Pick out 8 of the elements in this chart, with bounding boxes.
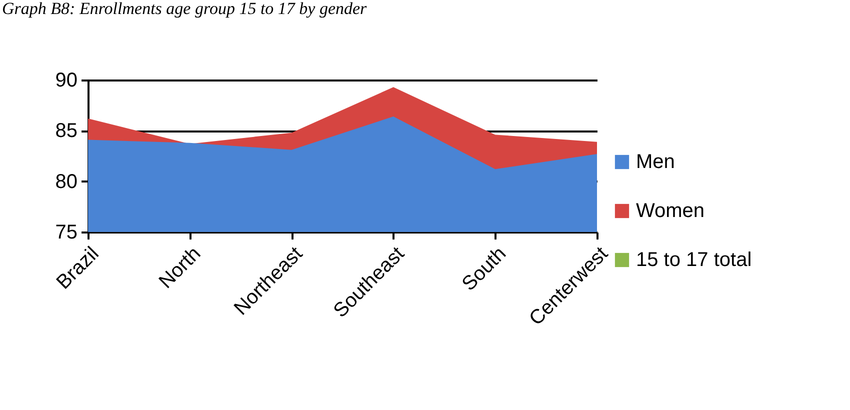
legend-label: Men [636,151,675,173]
legend-label: Women [636,200,705,222]
y-tick-label: 75 [55,222,78,244]
y-tick-label: 80 [55,170,78,193]
legend-label: 15 to 17 total [636,249,752,271]
chart-title: Graph B8: Enrollments age group 15 to 17 by gender [1,0,368,20]
y-tick-label: 85 [55,120,78,142]
y-tick-label: 90 [55,70,78,92]
